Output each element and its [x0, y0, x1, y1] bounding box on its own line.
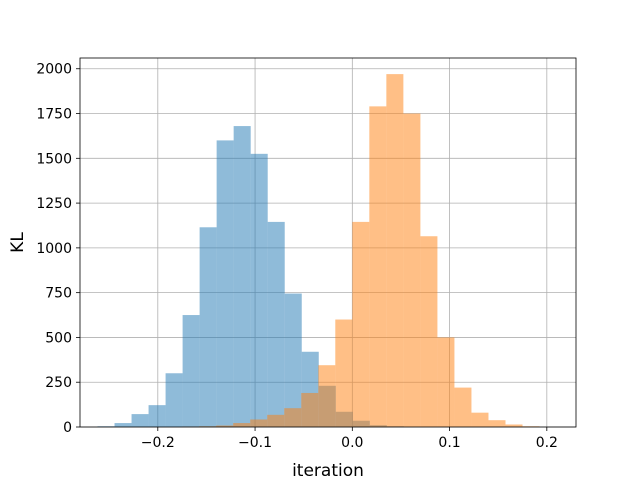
y-tick-label-3: 750: [45, 286, 72, 302]
x-tick-label-2: 0.0: [341, 435, 363, 451]
y-tick-label-2: 500: [45, 330, 72, 346]
series-1-bar-16: [454, 387, 472, 427]
series-1-bar-5: [267, 414, 285, 427]
series-1-bar-3: [233, 423, 251, 427]
series-1-bar-17: [471, 412, 489, 427]
series-0-bar-7: [216, 140, 234, 427]
series-0-bar-10: [267, 221, 285, 427]
x-axis-label: iteration: [292, 461, 364, 480]
series-0-bar-5: [182, 315, 200, 427]
series-1-bar-8: [318, 365, 336, 427]
y-tick-label-1: 250: [45, 375, 72, 391]
series-0-bar-8: [233, 126, 251, 427]
series-1-bar-15: [437, 337, 455, 427]
series-0-bar-6: [199, 227, 217, 427]
series-1-bar-19: [505, 424, 523, 427]
x-tick-label-3: 0.1: [438, 435, 460, 451]
x-tick-label-0: −0.2: [141, 435, 175, 451]
series-0-bar-9: [250, 153, 268, 427]
x-tick-label-1: −0.1: [238, 435, 272, 451]
series-1-bar-4: [250, 419, 268, 427]
y-tick-label-4: 1000: [36, 241, 72, 257]
series-0-bar-4: [165, 373, 183, 427]
series-1-bar-9: [335, 319, 353, 427]
series-1-bar-12: [386, 74, 404, 427]
series-0-bar-11: [284, 293, 302, 427]
y-tick-label-7: 1750: [36, 107, 72, 123]
series-1-bar-14: [420, 236, 438, 427]
series-1-bar-6: [284, 408, 302, 427]
axis-ticks: −0.2 −0.1 0.0 0.1 0.2 0 250 500 750 1000 1250 1500 1…: [36, 62, 558, 451]
series-1-bar-18: [488, 420, 506, 427]
series-0-bar-2: [131, 414, 149, 427]
y-tick-label-5: 1250: [36, 196, 72, 212]
plot-frame: [79, 57, 577, 428]
histogram-bars: [97, 74, 540, 428]
x-tick-label-4: 0.2: [536, 435, 558, 451]
series-1-bar-7: [301, 392, 319, 427]
y-tick-label-6: 1500: [36, 151, 72, 167]
y-tick-label-0: 0: [63, 420, 72, 436]
series-1-bar-13: [403, 113, 421, 428]
series-1-bar-10: [352, 221, 370, 427]
y-axis-label: KL: [8, 232, 28, 253]
series-1-bar-11: [369, 106, 387, 427]
y-tick-label-8: 2000: [36, 62, 72, 78]
series-1-bars: [182, 74, 540, 428]
series-0-bar-1: [114, 423, 132, 427]
series-1-bar-2: [216, 425, 234, 427]
series-0-bar-3: [148, 405, 166, 427]
